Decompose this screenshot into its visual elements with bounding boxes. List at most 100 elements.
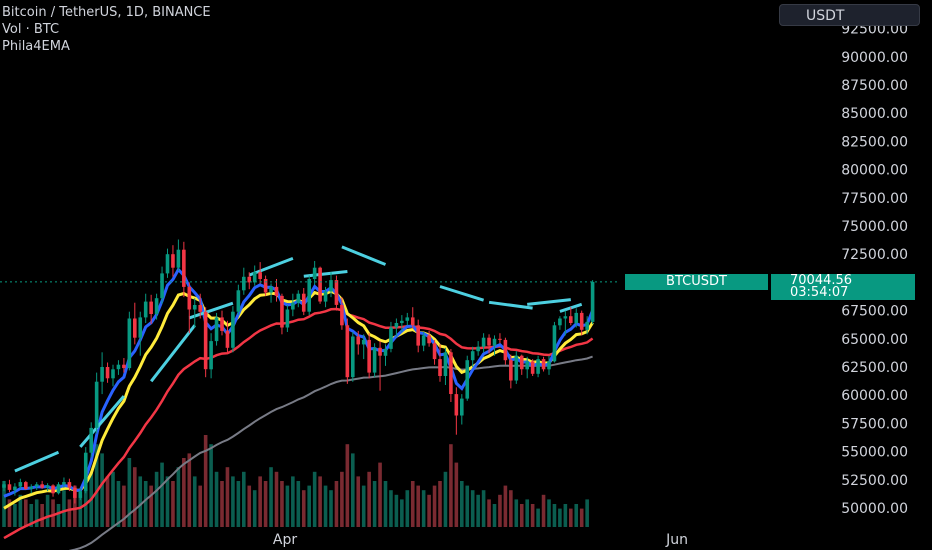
candle — [481, 333, 486, 353]
volume-bar — [454, 462, 459, 527]
volume-bar — [149, 485, 153, 527]
currency-button[interactable]: USDT — [779, 4, 920, 26]
candle — [18, 478, 23, 489]
candle — [443, 347, 448, 385]
candle — [492, 335, 497, 356]
trend-dash — [527, 298, 571, 306]
candle — [203, 307, 208, 378]
price-tick-label: 75000.00 — [841, 219, 908, 235]
volume-bar — [470, 490, 475, 527]
candle — [509, 354, 513, 389]
volume-bar — [432, 485, 437, 527]
candle — [111, 364, 115, 387]
volume-bar — [214, 471, 219, 527]
candle — [34, 482, 39, 490]
candle — [247, 272, 252, 290]
volume-bar — [225, 467, 230, 527]
candle — [160, 266, 164, 304]
candle — [176, 239, 181, 272]
volume-bar — [111, 471, 115, 527]
volume-bar — [541, 494, 546, 527]
volume-bar — [307, 485, 311, 527]
candle — [454, 387, 459, 435]
candle — [198, 293, 202, 319]
candle — [29, 484, 34, 494]
price-tick-label: 87500.00 — [841, 78, 908, 94]
bar-countdown: 03:54:07 — [790, 285, 849, 300]
volume-bar — [285, 485, 290, 527]
candle — [351, 332, 355, 382]
volume-bar — [383, 481, 388, 527]
volume-legend[interactable]: Vol · BTC — [2, 22, 60, 37]
candle — [329, 272, 333, 298]
volume-bar — [116, 481, 121, 527]
volume-bar — [24, 499, 28, 527]
price-tick-label: 50000.00 — [841, 501, 908, 517]
trend-dash — [303, 270, 348, 278]
candle — [465, 355, 470, 401]
volume-bar — [133, 467, 137, 527]
volume-bar — [252, 490, 257, 527]
volume-bar — [487, 499, 491, 527]
candles — [2, 239, 595, 504]
candle — [514, 351, 519, 384]
candle — [62, 477, 66, 488]
candle — [552, 321, 557, 363]
volume-bar — [45, 494, 50, 527]
candle — [94, 372, 99, 434]
volume-bar — [563, 504, 568, 527]
price-tick-label: 67500.00 — [841, 304, 908, 320]
candle — [149, 294, 153, 325]
volume-bar — [7, 499, 12, 527]
volume-bar — [394, 494, 399, 527]
candle — [127, 311, 132, 371]
candle — [258, 262, 262, 284]
candle — [73, 485, 77, 504]
volume-bar — [558, 508, 562, 527]
trend-dash — [439, 285, 485, 302]
volume-bar — [100, 453, 104, 527]
volume-bar — [220, 481, 224, 527]
indicator-legend[interactable]: Phila4EMA — [2, 39, 70, 54]
volume-bar — [367, 471, 371, 527]
price-axis[interactable]: 92500.0090000.0087500.0085000.0082500.00… — [841, 22, 908, 517]
candle — [220, 310, 224, 336]
candle — [252, 265, 257, 286]
candle — [280, 293, 284, 335]
volume-bar — [83, 490, 88, 527]
volume-bar — [78, 494, 83, 527]
symbol-title[interactable]: Bitcoin / TetherUS, 1D, BINANCE — [2, 5, 211, 20]
volume-bar — [242, 471, 246, 527]
volume-bars — [2, 435, 589, 527]
candle — [536, 355, 540, 378]
volume-bar — [569, 508, 573, 527]
trend-dash — [188, 301, 234, 320]
candle — [122, 358, 126, 373]
time-axis[interactable]: Apr Jun — [273, 532, 688, 548]
candle — [427, 330, 431, 347]
candle — [334, 275, 339, 311]
candle — [7, 479, 12, 493]
volume-bar — [525, 499, 529, 527]
candle — [231, 306, 235, 353]
candle — [214, 312, 219, 346]
volume-bar — [274, 471, 279, 527]
volume-bar — [296, 481, 301, 527]
volume-bar — [247, 485, 252, 527]
volume-bar — [209, 444, 213, 527]
volume-bar — [509, 490, 513, 527]
volume-bar — [312, 471, 317, 527]
candle — [563, 310, 568, 336]
volume-bar — [182, 458, 186, 527]
volume-bar — [372, 481, 377, 527]
volume-bar — [236, 481, 241, 527]
candle — [67, 478, 72, 492]
candle — [192, 298, 197, 328]
trend-dash — [488, 300, 533, 310]
price-tick-label: 82500.00 — [841, 134, 908, 150]
volume-bar — [192, 476, 197, 527]
candle — [40, 480, 44, 489]
candle — [225, 320, 230, 354]
volume-bar — [405, 490, 410, 527]
volume-bar — [323, 485, 328, 527]
